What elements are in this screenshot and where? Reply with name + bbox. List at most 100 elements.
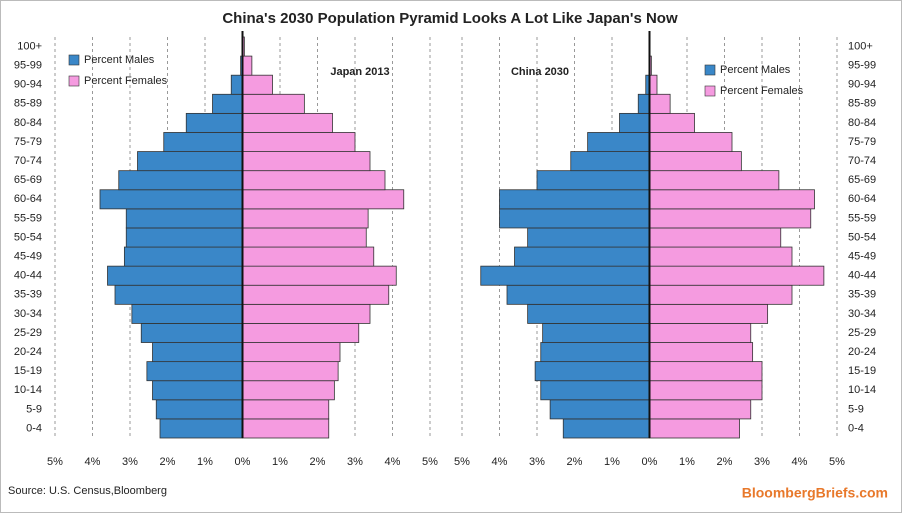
y-tick-label: 5-9 xyxy=(848,403,864,415)
y-tick-label: 0-4 xyxy=(848,422,864,434)
bar xyxy=(242,380,335,401)
bar xyxy=(242,246,375,267)
legend-label: Percent Males xyxy=(720,64,791,76)
bar xyxy=(649,323,752,343)
y-tick-label: 80-84 xyxy=(14,117,42,129)
legend-swatch xyxy=(68,75,80,87)
bar xyxy=(242,55,253,76)
y-tick-label: 70-74 xyxy=(14,155,42,167)
y-tick-label: 30-34 xyxy=(848,308,876,320)
bar xyxy=(242,170,386,191)
y-tick-label: 30-34 xyxy=(14,308,42,320)
bar xyxy=(137,151,243,172)
x-tick-label: 5% xyxy=(829,456,845,468)
bar xyxy=(140,323,243,343)
y-tick-label: 60-64 xyxy=(14,193,42,205)
chart-title: China's 2030 Population Pyramid Looks A … xyxy=(222,10,678,27)
x-tick-label: 5% xyxy=(454,456,470,468)
y-tick-label: 45-49 xyxy=(848,251,876,263)
bar xyxy=(118,170,243,191)
bar xyxy=(649,170,780,191)
bar xyxy=(506,284,650,305)
y-tick-label: 25-29 xyxy=(848,327,876,339)
bar xyxy=(146,361,243,382)
y-tick-label: 0-4 xyxy=(26,422,42,434)
bar xyxy=(649,380,763,401)
bar xyxy=(125,227,243,248)
bar xyxy=(649,208,812,229)
bar xyxy=(637,93,650,114)
legend-swatch xyxy=(704,64,716,76)
bar xyxy=(534,361,650,382)
bar xyxy=(242,227,367,248)
y-tick-label: 35-39 xyxy=(14,289,42,301)
source: Source: U.S. Census,Bloomberg xyxy=(8,485,167,497)
bar xyxy=(242,265,397,286)
x-tick-label: 0% xyxy=(235,456,251,468)
bar xyxy=(152,380,243,401)
y-tick-label: 75-79 xyxy=(848,136,876,148)
y-tick-label: 50-54 xyxy=(848,231,876,243)
x-tick-label: 4% xyxy=(85,456,101,468)
y-tick-label: 90-94 xyxy=(848,79,876,91)
y-tick-label: 45-49 xyxy=(14,251,42,263)
y-tick-label: 70-74 xyxy=(848,155,876,167)
bar xyxy=(242,74,273,95)
x-tick-label: 3% xyxy=(529,456,545,468)
bar xyxy=(542,323,650,343)
bar xyxy=(649,361,763,382)
y-tick-label: 100+ xyxy=(848,40,873,52)
bar xyxy=(159,418,243,439)
bar xyxy=(536,170,650,191)
bar xyxy=(242,399,330,420)
bar xyxy=(649,284,793,305)
bar xyxy=(649,74,658,95)
bar xyxy=(242,189,405,210)
legend-label: Percent Females xyxy=(84,75,168,87)
y-tick-label: 95-99 xyxy=(14,60,42,72)
y-tick-label: 25-29 xyxy=(14,327,42,339)
y-tick-label: 65-69 xyxy=(14,174,42,186)
x-tick-label: 1% xyxy=(197,456,213,468)
bar xyxy=(649,132,733,152)
legend-label: Percent Females xyxy=(720,85,804,97)
bar xyxy=(499,189,650,210)
annotation: China 2030 xyxy=(511,66,569,78)
bar xyxy=(649,93,671,114)
bar xyxy=(587,132,650,152)
y-tick-label: 50-54 xyxy=(14,231,42,243)
bar xyxy=(185,112,243,133)
bar xyxy=(242,208,369,229)
x-tick-label: 2% xyxy=(310,456,326,468)
bar xyxy=(649,246,793,267)
y-tick-label: 40-44 xyxy=(14,270,42,282)
x-tick-label: 4% xyxy=(385,456,401,468)
y-tick-label: 10-14 xyxy=(848,384,876,396)
bar xyxy=(107,265,243,286)
x-tick-label: 1% xyxy=(679,456,695,468)
bar xyxy=(527,303,650,324)
x-tick-label: 3% xyxy=(754,456,770,468)
y-tick-label: 40-44 xyxy=(848,270,876,282)
y-tick-label: 100+ xyxy=(17,40,42,52)
bar xyxy=(99,189,243,210)
bar xyxy=(619,112,650,133)
y-tick-label: 95-99 xyxy=(848,60,876,72)
y-tick-label: 65-69 xyxy=(848,174,876,186)
bar xyxy=(540,380,650,401)
y-tick-label: 55-59 xyxy=(848,212,876,224)
y-tick-label: 75-79 xyxy=(14,136,42,148)
x-tick-label: 3% xyxy=(347,456,363,468)
bar xyxy=(242,93,305,114)
legend-swatch xyxy=(68,54,80,66)
y-tick-label: 85-89 xyxy=(848,98,876,110)
x-tick-label: 2% xyxy=(160,456,176,468)
x-tick-label: 5% xyxy=(422,456,438,468)
x-tick-label: 5% xyxy=(47,456,63,468)
x-tick-label: 0% xyxy=(642,456,658,468)
bar xyxy=(649,342,754,363)
legend-label: Percent Males xyxy=(84,54,155,66)
bar xyxy=(242,284,390,305)
bar xyxy=(131,303,243,324)
bar xyxy=(155,399,243,420)
